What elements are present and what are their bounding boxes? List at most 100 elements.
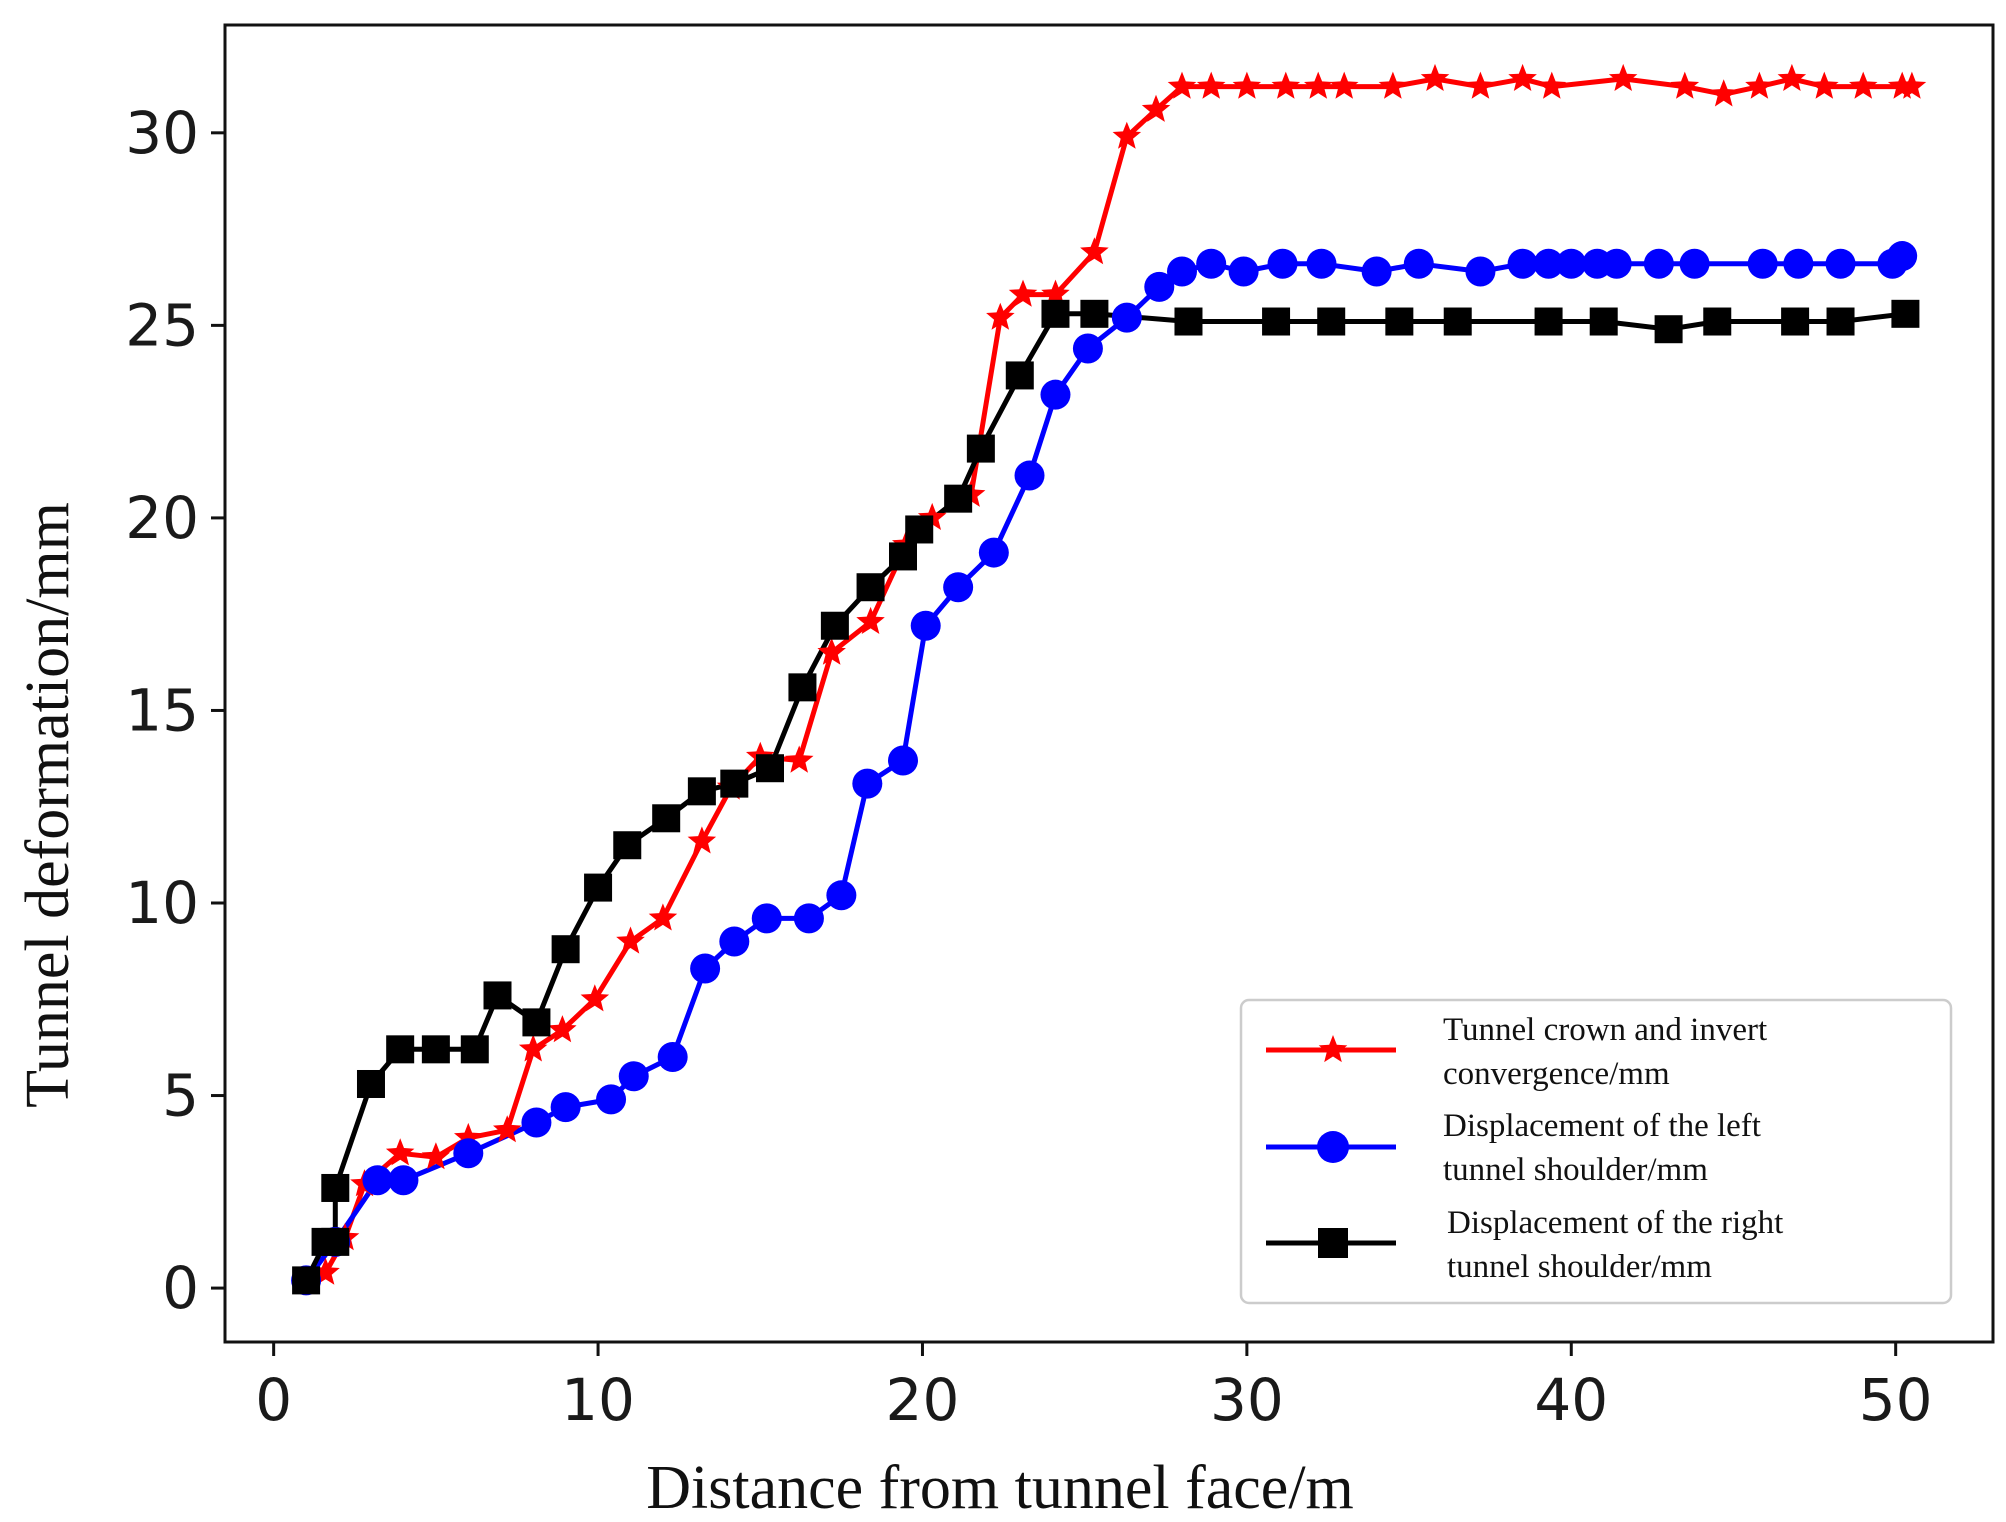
data-point-star	[1849, 71, 1878, 99]
data-point-circle	[657, 1042, 688, 1073]
x-axis-title: Distance from tunnel face/m	[646, 1454, 1354, 1522]
legend-circle-marker	[1317, 1131, 1349, 1163]
data-point-circle	[1403, 248, 1434, 279]
data-point-circle	[1643, 248, 1674, 279]
data-point-circle	[1465, 256, 1496, 287]
axes: 0 10 20 30 40 50 0 5 10 15 20 25 30	[125, 99, 1932, 1434]
legend-label-left-line1: Displacement of the left	[1443, 1108, 1761, 1144]
data-point-circle	[1556, 248, 1587, 279]
data-point-star	[1537, 71, 1567, 99]
legend-box	[1239, 998, 1953, 1305]
data-point-square	[820, 611, 849, 640]
data-point-circle	[943, 572, 974, 603]
x-tick-label: 50	[1859, 1366, 1933, 1434]
data-point-square	[483, 981, 512, 1010]
data-point-star	[1466, 71, 1495, 99]
data-point-square	[551, 935, 580, 964]
data-point-star	[385, 1138, 415, 1166]
data-point-square	[652, 804, 681, 833]
data-point-circle	[1679, 248, 1710, 279]
data-point-star	[548, 1015, 577, 1043]
data-point-square	[1080, 299, 1109, 328]
data-point-circle	[888, 745, 919, 776]
data-point-square	[856, 573, 885, 602]
data-point-square	[1041, 299, 1070, 328]
data-point-circle	[1825, 248, 1856, 279]
legend-label-crown-line2: convergence/mm	[1443, 1056, 1670, 1092]
data-point-star	[1041, 279, 1070, 307]
data-point-square	[687, 777, 716, 806]
data-point-square	[1005, 361, 1034, 390]
data-point-circle	[1887, 241, 1918, 272]
data-point-star	[1304, 71, 1333, 99]
data-point-star	[856, 606, 885, 634]
y-tick-label: 10	[125, 869, 199, 937]
data-point-square	[1589, 307, 1618, 336]
data-point-circle	[1040, 379, 1071, 410]
data-point-circle	[1144, 271, 1175, 302]
data-point-circle	[596, 1084, 627, 1115]
data-point-square	[966, 434, 995, 463]
data-point-circle	[1228, 256, 1259, 287]
data-point-square	[421, 1035, 450, 1064]
data-point-circle	[852, 768, 883, 799]
data-point-star	[1745, 71, 1774, 99]
data-point-star	[1670, 71, 1700, 99]
data-point-circle	[388, 1165, 419, 1196]
y-tick-label: 30	[125, 99, 199, 167]
data-point-circle	[690, 953, 721, 984]
data-point-star	[1329, 71, 1359, 99]
data-point-square	[720, 769, 749, 798]
data-point-square	[321, 1227, 350, 1256]
data-point-star	[986, 302, 1015, 330]
data-point-star	[1608, 63, 1638, 91]
data-point-circle	[910, 610, 941, 641]
data-point-star	[1080, 237, 1109, 265]
data-point-circle	[1507, 248, 1538, 279]
data-point-circle	[978, 537, 1009, 568]
data-point-star	[518, 1034, 548, 1062]
data-point-circle	[793, 903, 824, 934]
data-point-star	[1378, 71, 1408, 99]
legend-square-marker	[1318, 1228, 1348, 1258]
data-point-square	[1174, 307, 1203, 336]
data-point-square	[889, 542, 918, 571]
data-point-star	[784, 745, 814, 773]
data-point-star	[1777, 63, 1807, 91]
data-point-circle	[1361, 256, 1392, 287]
y-tick-label: 20	[125, 484, 199, 552]
legend-label-crown-line1: Tunnel crown and invert	[1443, 1012, 1767, 1048]
x-tick-label: 40	[1534, 1366, 1608, 1434]
series-markers	[291, 63, 1927, 1296]
data-point-circle	[521, 1107, 552, 1138]
data-point-star	[1420, 63, 1450, 91]
data-point-star	[1196, 71, 1226, 99]
data-point-square	[522, 1008, 551, 1037]
data-point-square	[1891, 299, 1920, 328]
data-point-star	[616, 926, 645, 954]
data-point-circle	[751, 903, 782, 934]
legend-entry-crown: Tunnel crown and invert convergence/mm	[1266, 1012, 1767, 1092]
data-point-circle	[1783, 248, 1814, 279]
data-point-square	[386, 1035, 415, 1064]
y-tick-label: 15	[125, 676, 199, 744]
data-point-circle	[1166, 256, 1197, 287]
data-point-square	[1703, 307, 1732, 336]
data-point-square	[613, 831, 642, 860]
data-point-circle	[362, 1165, 393, 1196]
data-point-square	[1443, 307, 1472, 336]
data-point-square	[1385, 307, 1414, 336]
data-point-star	[817, 637, 846, 665]
plot-frame	[223, 23, 1995, 1344]
data-point-star	[493, 1115, 522, 1143]
legend: Tunnel crown and invert convergence/mm D…	[1239, 998, 1953, 1305]
data-point-square	[944, 484, 973, 513]
data-point-square	[584, 873, 613, 902]
data-point-star	[1232, 71, 1262, 99]
data-point-circle	[826, 880, 857, 911]
legend-label-left-line2: tunnel shoulder/mm	[1443, 1152, 1708, 1188]
data-point-circle	[550, 1092, 581, 1123]
data-point-circle	[1072, 333, 1103, 364]
data-point-circle	[618, 1061, 649, 1092]
